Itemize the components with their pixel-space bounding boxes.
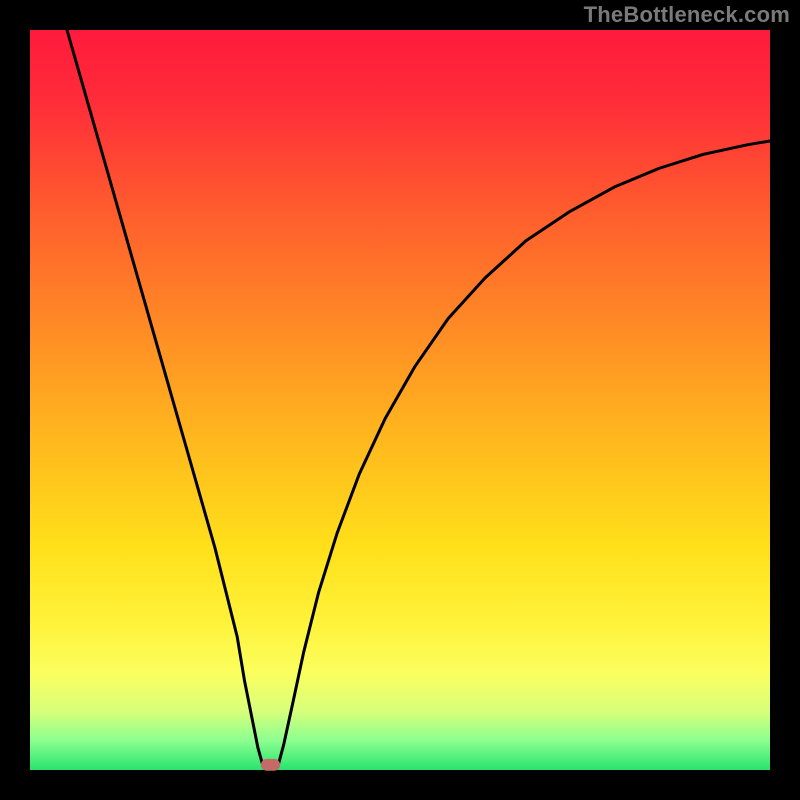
chart-container: TheBottleneck.com: [0, 0, 800, 800]
watermark-text: TheBottleneck.com: [584, 2, 790, 28]
plot-area: [30, 30, 770, 770]
optimum-marker: [261, 759, 280, 771]
bottleneck-chart: [0, 0, 800, 800]
